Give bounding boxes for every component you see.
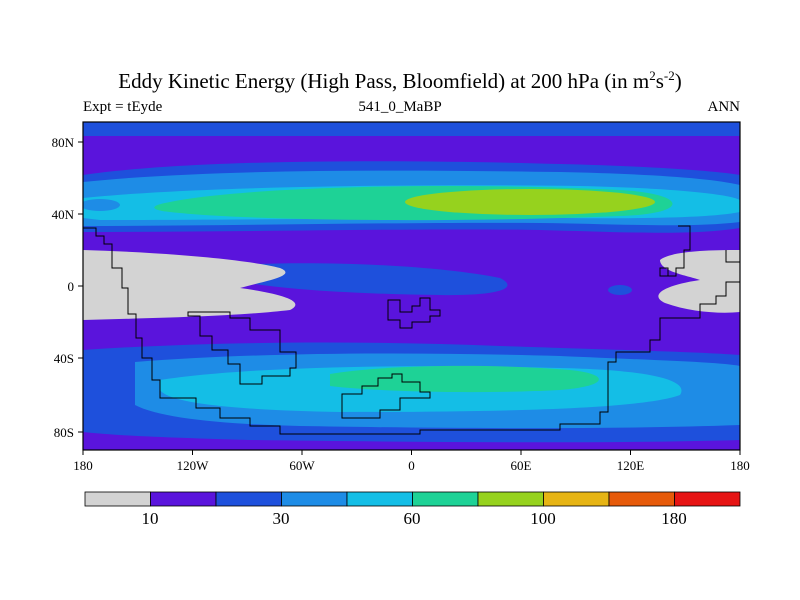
- coastline-east-asia: [659, 225, 691, 277]
- lon-label-120w: 120W: [177, 458, 210, 473]
- colorbar-box: [412, 491, 479, 507]
- colorbar-box: [608, 491, 675, 507]
- lat-label-80n: 80N: [52, 135, 75, 150]
- colorbar-box: [281, 491, 348, 507]
- contour-band-left-edge: [83, 199, 120, 211]
- lat-axis: 80N 40N 0 40S 80S: [52, 135, 83, 440]
- colorbar-label-60: 60: [404, 509, 421, 528]
- lon-label-0: 0: [408, 458, 415, 473]
- contour-band-tropical-low-west: [83, 250, 296, 320]
- lon-label-180e: 180: [730, 458, 750, 473]
- lon-label-180w: 180: [73, 458, 93, 473]
- lat-label-40s: 40S: [54, 351, 74, 366]
- contour-band-north-edge: [83, 122, 740, 136]
- lon-label-60w: 60W: [289, 458, 315, 473]
- lon-label-60e: 60E: [511, 458, 532, 473]
- colorbar-box: [477, 491, 544, 507]
- contour-band-north-max: [405, 189, 655, 215]
- colorbar-box: [346, 491, 413, 507]
- contour-band-tropical-spot: [608, 285, 632, 295]
- lat-label-80s: 80S: [54, 425, 74, 440]
- lat-label-40n: 40N: [52, 207, 75, 222]
- lat-label-0: 0: [68, 279, 75, 294]
- contour-band-tropical-low-east: [658, 250, 740, 313]
- contour-field: [83, 122, 740, 450]
- coastline-americas: [83, 227, 740, 435]
- lon-label-120e: 120E: [617, 458, 645, 473]
- lon-axis: 180 120W 60W 0 60E 120E 180: [73, 450, 750, 473]
- colorbar-box: [150, 491, 217, 507]
- experiment-label: Expt = tEyde: [83, 99, 163, 115]
- colorbar-box: [543, 491, 610, 507]
- colorbar-box: [674, 491, 741, 507]
- colorbar-label-100: 100: [530, 509, 556, 528]
- coastline-africa: [387, 297, 441, 329]
- chart-title: Eddy Kinetic Energy (High Pass, Bloomfie…: [118, 68, 682, 93]
- colorbar-box: [215, 491, 282, 507]
- season-label: ANN: [707, 99, 741, 115]
- colorbar: 10 30 60 100 180: [84, 491, 741, 528]
- colorbar-box: [84, 491, 151, 507]
- case-label: 541_0_MaBP: [358, 99, 442, 115]
- coastline-south-america: [187, 311, 297, 385]
- contour-band-tropical-mid1: [230, 263, 508, 296]
- coastline-asia-edge: [725, 250, 740, 263]
- colorbar-label-180: 180: [661, 509, 687, 528]
- coastline-antarctic-peninsula: [341, 373, 431, 419]
- contour-band-south-mid4: [330, 365, 599, 393]
- coastlines: [83, 225, 740, 435]
- colorbar-label-10: 10: [142, 509, 159, 528]
- colorbar-boxes: [84, 491, 741, 507]
- colorbar-label-30: 30: [273, 509, 290, 528]
